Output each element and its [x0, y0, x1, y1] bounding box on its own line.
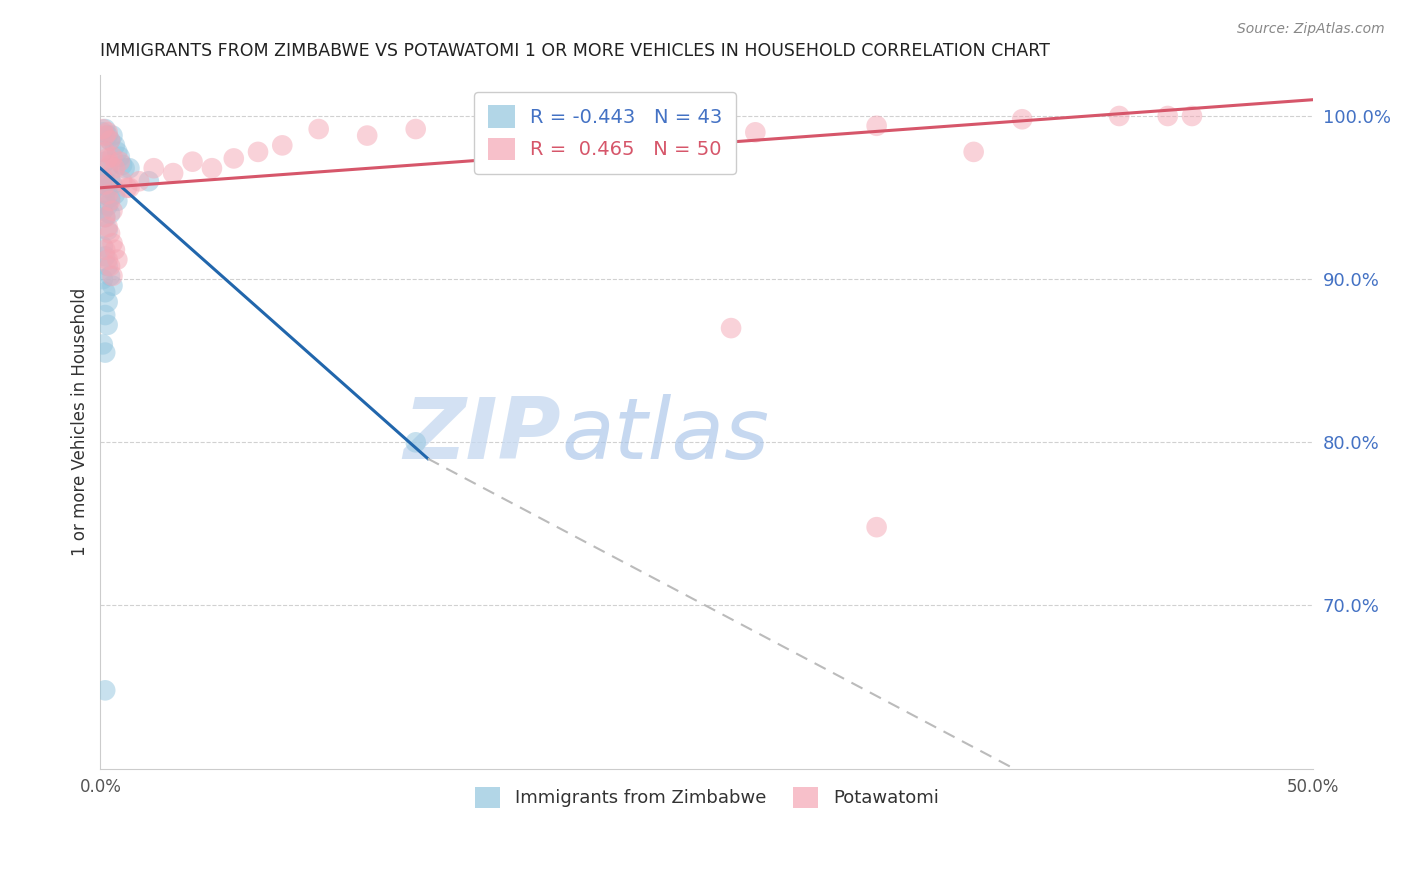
- Point: [247, 145, 270, 159]
- Point: [720, 321, 742, 335]
- Point: [97, 295, 120, 310]
- Point: [105, 194, 128, 208]
- Point: [94, 128, 117, 143]
- Point: [94, 345, 117, 359]
- Point: [91, 171, 114, 186]
- Point: [91, 145, 114, 159]
- Point: [599, 142, 621, 156]
- Point: [98, 171, 121, 186]
- Point: [111, 174, 134, 188]
- Point: [97, 128, 120, 143]
- Text: IMMIGRANTS FROM ZIMBABWE VS POTAWATOMI 1 OR MORE VEHICLES IN HOUSEHOLD CORRELATI: IMMIGRANTS FROM ZIMBABWE VS POTAWATOMI 1…: [100, 42, 1050, 60]
- Point: [356, 128, 378, 143]
- Point: [101, 203, 124, 218]
- Point: [963, 145, 986, 159]
- Point: [91, 122, 114, 136]
- Point: [101, 178, 124, 192]
- Point: [97, 199, 120, 213]
- Point: [98, 227, 121, 241]
- Point: [97, 181, 120, 195]
- Point: [97, 219, 120, 234]
- Point: [97, 223, 120, 237]
- Point: [865, 520, 887, 534]
- Point: [97, 125, 120, 139]
- Point: [101, 278, 124, 293]
- Point: [142, 161, 165, 176]
- Point: [91, 178, 114, 192]
- Point: [94, 154, 117, 169]
- Point: [104, 138, 127, 153]
- Point: [98, 207, 121, 221]
- Point: [105, 252, 128, 267]
- Point: [104, 161, 127, 176]
- Point: [181, 154, 204, 169]
- Point: [91, 203, 114, 218]
- Point: [308, 122, 330, 136]
- Point: [97, 318, 120, 332]
- Point: [101, 150, 124, 164]
- Point: [98, 268, 121, 283]
- Point: [94, 145, 117, 159]
- Point: [98, 133, 121, 147]
- Point: [101, 128, 124, 143]
- Point: [91, 272, 114, 286]
- Point: [94, 285, 117, 300]
- Point: [94, 178, 117, 192]
- Point: [865, 119, 887, 133]
- Point: [98, 190, 121, 204]
- Point: [118, 181, 141, 195]
- Point: [91, 239, 114, 253]
- Legend: Immigrants from Zimbabwe, Potawatomi: Immigrants from Zimbabwe, Potawatomi: [468, 780, 946, 815]
- Point: [105, 145, 128, 159]
- Point: [502, 145, 524, 159]
- Point: [104, 187, 127, 202]
- Point: [94, 683, 117, 698]
- Text: atlas: atlas: [561, 394, 769, 477]
- Point: [94, 174, 117, 188]
- Point: [1181, 109, 1204, 123]
- Point: [94, 122, 117, 136]
- Point: [94, 187, 117, 202]
- Text: Source: ZipAtlas.com: Source: ZipAtlas.com: [1237, 22, 1385, 37]
- Point: [101, 268, 124, 283]
- Point: [101, 236, 124, 251]
- Point: [405, 435, 427, 450]
- Point: [94, 243, 117, 257]
- Point: [744, 125, 766, 139]
- Point: [222, 152, 245, 166]
- Point: [98, 158, 121, 172]
- Point: [98, 194, 121, 208]
- Point: [104, 243, 127, 257]
- Point: [114, 161, 136, 176]
- Point: [98, 259, 121, 273]
- Point: [94, 249, 117, 263]
- Point: [138, 174, 160, 188]
- Point: [111, 158, 134, 172]
- Point: [91, 125, 114, 139]
- Y-axis label: 1 or more Vehicles in Household: 1 or more Vehicles in Household: [72, 288, 89, 556]
- Point: [405, 122, 427, 136]
- Point: [1157, 109, 1180, 123]
- Point: [271, 138, 294, 153]
- Point: [98, 133, 121, 147]
- Point: [97, 259, 120, 273]
- Text: ZIP: ZIP: [404, 394, 561, 477]
- Point: [1011, 112, 1033, 127]
- Point: [115, 181, 138, 195]
- Point: [94, 210, 117, 224]
- Point: [97, 252, 120, 267]
- Point: [97, 161, 120, 176]
- Point: [201, 161, 224, 176]
- Point: [97, 152, 120, 166]
- Point: [108, 150, 131, 164]
- Point: [1108, 109, 1130, 123]
- Point: [118, 161, 141, 176]
- Point: [91, 337, 114, 351]
- Point: [97, 187, 120, 202]
- Point: [108, 154, 131, 169]
- Point: [94, 308, 117, 322]
- Point: [94, 210, 117, 224]
- Point: [162, 166, 184, 180]
- Point: [128, 174, 150, 188]
